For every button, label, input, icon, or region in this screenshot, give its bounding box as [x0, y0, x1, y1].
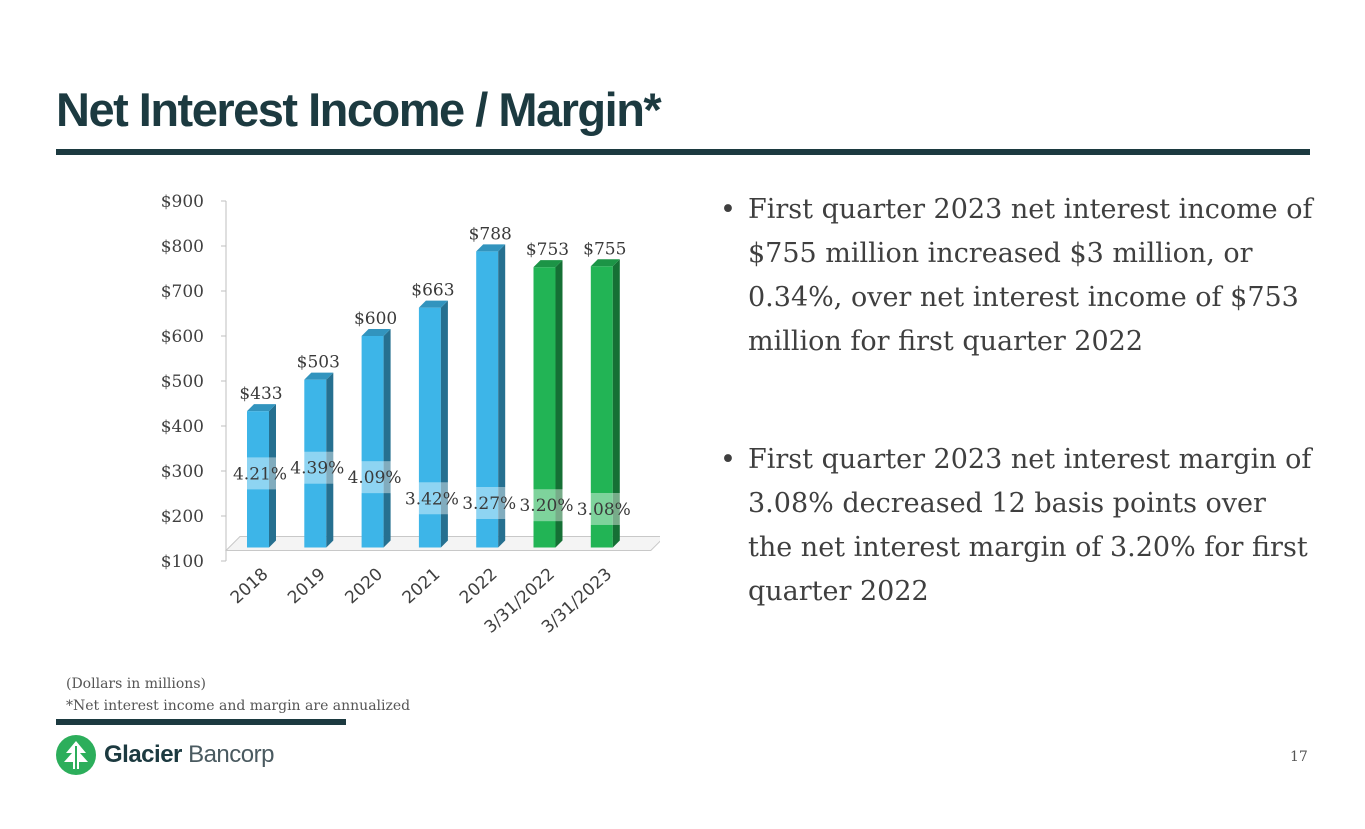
margin-data-label: 3.08%: [577, 500, 631, 520]
page-number: 17: [1290, 749, 1308, 765]
title-divider: [56, 149, 1310, 155]
bar-top: [533, 260, 563, 268]
annualized-footnote: *Net interest income and margin are annu…: [66, 698, 411, 714]
bar-side: [383, 329, 391, 548]
y-tick-label: $600: [161, 327, 204, 347]
income-data-label: $788: [469, 224, 512, 244]
bullet-dot: •: [720, 194, 736, 225]
income-data-label: $755: [583, 239, 626, 259]
bullet-item-income: • First quarter 2023 net interest income…: [718, 188, 1318, 364]
margin-band: [474, 486, 508, 519]
income-data-label: $433: [239, 384, 282, 404]
logo-name-light: Bancorp: [188, 741, 274, 768]
company-logo: Glacier Bancorp: [56, 735, 274, 775]
bar-top: [418, 300, 448, 308]
bar-front: [418, 307, 441, 548]
x-category-label: 2020: [341, 564, 387, 608]
bar-side: [269, 404, 276, 548]
margin-data-label: 3.42%: [405, 489, 459, 509]
margin-data-label: 4.09%: [348, 468, 402, 488]
y-tick-label: $400: [161, 417, 204, 437]
x-category-label: 2021: [399, 564, 445, 608]
x-category-label: 2018: [227, 564, 273, 608]
bar-front: [476, 251, 499, 548]
margin-band: [588, 492, 622, 525]
margin-band: [359, 461, 393, 494]
bar-side: [555, 260, 563, 548]
bar-front: [590, 266, 613, 548]
bar-front: [247, 411, 269, 548]
bar-front: [361, 336, 384, 548]
footer-divider: [56, 719, 346, 725]
logo-wordmark: Glacier Bancorp: [104, 741, 274, 769]
bar-side: [612, 259, 620, 548]
bullet-dot: •: [720, 444, 736, 475]
income-data-label: $753: [526, 240, 569, 260]
net-interest-income-chart: $900 $800 $700 $600 $500 $400 $300 $200 $100 $433…: [161, 192, 660, 638]
y-tick-label: $700: [161, 282, 204, 302]
y-tick-label: $200: [161, 507, 204, 527]
y-tick-label: $100: [161, 552, 204, 572]
y-tick-label: $900: [161, 192, 204, 212]
bullet-text: First quarter 2023 net interest margin o…: [748, 444, 1312, 607]
glacier-mountain-icon: [56, 735, 96, 775]
margin-data-label: 4.39%: [290, 459, 344, 479]
bar-top: [361, 329, 391, 336]
income-data-label: $503: [297, 353, 340, 373]
margin-band: [302, 451, 336, 484]
x-category-label: 2022: [456, 564, 502, 608]
y-tick-label: $500: [161, 372, 204, 392]
bullet-text: First quarter 2023 net interest income o…: [748, 194, 1313, 357]
y-tick-label: $300: [161, 462, 204, 482]
bar-top: [304, 372, 334, 380]
income-data-label: $663: [411, 281, 454, 301]
x-category-label: 2019: [284, 564, 330, 608]
margin-data-label: 3.20%: [519, 496, 573, 516]
bar-front: [533, 267, 556, 548]
margin-band: [245, 457, 278, 490]
page-title: Net Interest Income / Margin*: [56, 83, 662, 136]
margin-data-label: 4.21%: [233, 464, 287, 484]
bar-side: [440, 300, 448, 548]
income-data-label: $600: [354, 309, 397, 329]
margin-band: [416, 482, 450, 515]
y-tick-label: $800: [161, 237, 204, 257]
bullet-list: • First quarter 2023 net interest income…: [718, 188, 1318, 614]
logo-name-bold: Glacier: [104, 741, 182, 768]
bar-side: [326, 372, 334, 548]
bar-top: [476, 244, 506, 252]
bullet-item-margin: • First quarter 2023 net interest margin…: [718, 438, 1318, 614]
units-footnote: (Dollars in millions): [66, 676, 206, 692]
bar-side: [498, 244, 506, 548]
margin-data-label: 3.27%: [462, 494, 516, 514]
bar-top: [247, 404, 276, 412]
bar-top: [590, 259, 620, 267]
margin-band: [531, 489, 565, 522]
bar-front: [304, 379, 327, 548]
